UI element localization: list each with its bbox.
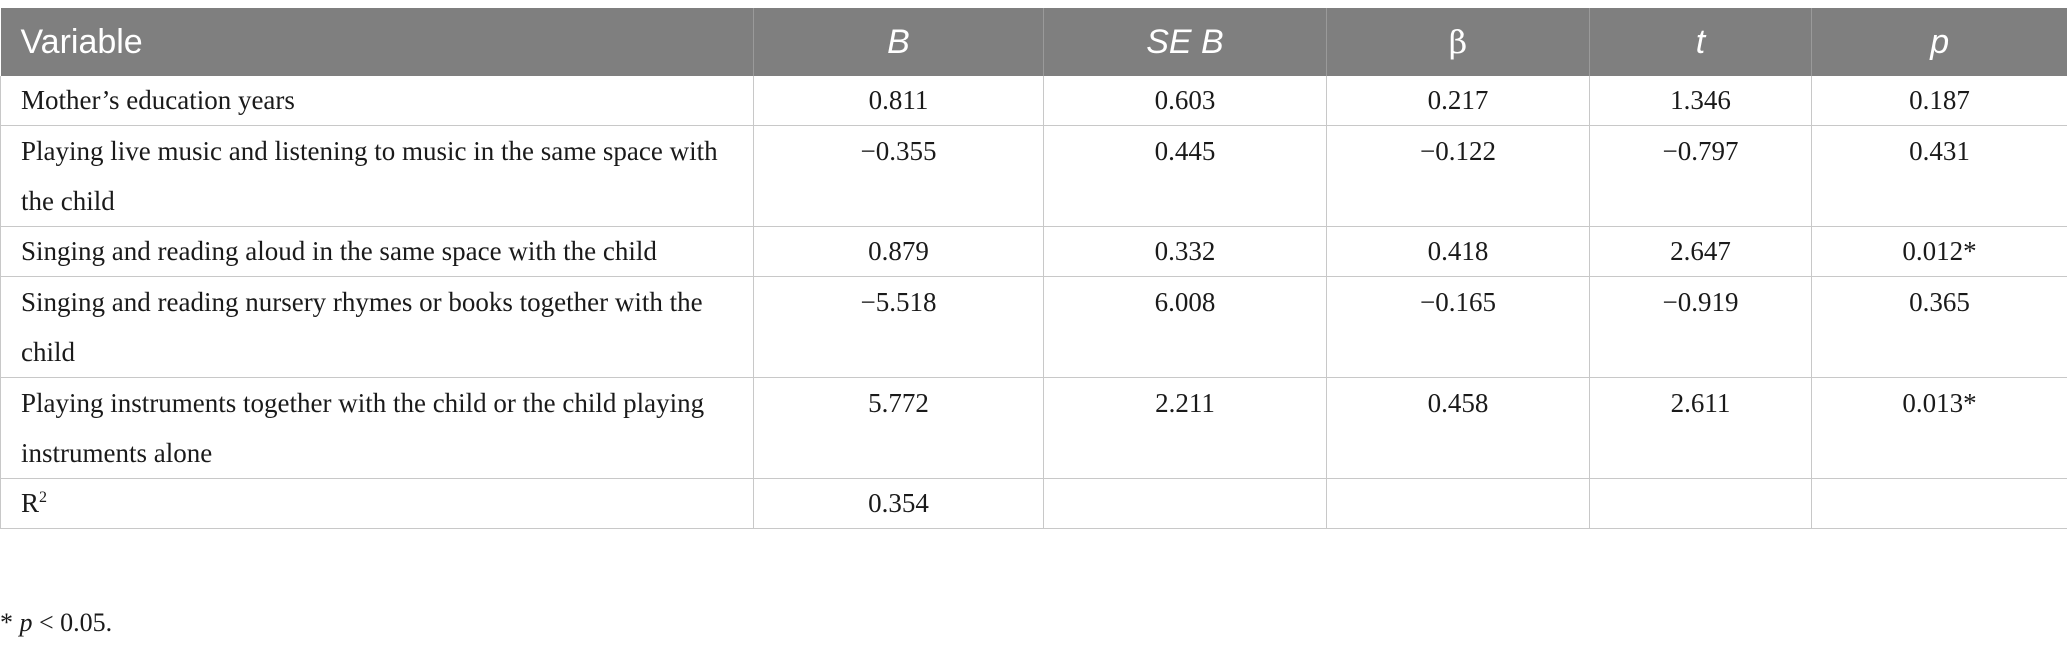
cell-p: 0.431 <box>1811 125 2067 227</box>
cell-beta: 0.458 <box>1326 377 1590 479</box>
cell-beta: 0.217 <box>1326 76 1590 126</box>
cell-empty <box>1043 478 1327 529</box>
header-b-label: B <box>887 22 910 61</box>
header-t: t <box>1589 8 1812 76</box>
cell-t: 1.346 <box>1589 76 1812 126</box>
cell-p: 0.365 <box>1811 276 2067 378</box>
cell-se-b: 0.332 <box>1043 226 1327 277</box>
cell-p: 0.013* <box>1811 377 2067 479</box>
table-row: Playing live music and listening to musi… <box>0 125 2067 227</box>
header-t-label: t <box>1695 22 1706 61</box>
cell-variable: Playing instruments together with the ch… <box>0 377 754 479</box>
cell-se-b: 6.008 <box>1043 276 1327 378</box>
regression-table: Variable B SE B β t p Mother’s education… <box>0 8 2067 529</box>
header-b: B <box>753 8 1044 76</box>
cell-variable: Singing and reading nursery rhymes or bo… <box>0 276 754 378</box>
cell-b: 5.772 <box>753 377 1044 479</box>
header-variable: Variable <box>0 8 754 76</box>
cell-t: 2.647 <box>1589 226 1812 277</box>
cell-variable: Singing and reading aloud in the same sp… <box>0 226 754 277</box>
cell-empty <box>1811 478 2067 529</box>
cell-r-squared-value: 0.354 <box>753 478 1044 529</box>
cell-t: −0.919 <box>1589 276 1812 378</box>
r-squared-superscript: 2 <box>39 489 48 506</box>
cell-beta: −0.165 <box>1326 276 1590 378</box>
cell-variable: Playing live music and listening to musi… <box>0 125 754 227</box>
cell-p: 0.012* <box>1811 226 2067 277</box>
table-footnote: * p < 0.05. <box>0 608 112 638</box>
cell-b: −0.355 <box>753 125 1044 227</box>
cell-t: 2.611 <box>1589 377 1812 479</box>
cell-p: 0.187 <box>1811 76 2067 126</box>
cell-b: 0.879 <box>753 226 1044 277</box>
cell-empty <box>1326 478 1590 529</box>
table-body: Mother’s education years 0.811 0.603 0.2… <box>0 76 2067 529</box>
cell-variable: Mother’s education years <box>0 76 754 126</box>
cell-r-squared-label: R2 <box>0 478 754 529</box>
cell-beta: −0.122 <box>1326 125 1590 227</box>
cell-empty <box>1589 478 1812 529</box>
cell-b: −5.518 <box>753 276 1044 378</box>
r-squared-row: R2 0.354 <box>0 478 2067 529</box>
cell-b: 0.811 <box>753 76 1044 126</box>
cell-se-b: 2.211 <box>1043 377 1327 479</box>
cell-beta: 0.418 <box>1326 226 1590 277</box>
header-se-b-label: SE B <box>1146 22 1224 61</box>
header-beta-label: β <box>1448 22 1468 61</box>
table-row: Playing instruments together with the ch… <box>0 377 2067 479</box>
cell-se-b: 0.603 <box>1043 76 1327 126</box>
footnote-p: p <box>19 608 33 637</box>
header-row: Variable B SE B β t p <box>0 8 2067 76</box>
regression-table-container: Variable B SE B β t p Mother’s education… <box>0 8 2067 529</box>
header-se-b: SE B <box>1043 8 1327 76</box>
table-header: Variable B SE B β t p <box>0 8 2067 76</box>
table-row: Mother’s education years 0.811 0.603 0.2… <box>0 76 2067 126</box>
table-row: Singing and reading nursery rhymes or bo… <box>0 276 2067 378</box>
footnote-star: * <box>0 608 20 637</box>
table-row: Singing and reading aloud in the same sp… <box>0 226 2067 277</box>
header-beta: β <box>1326 8 1590 76</box>
cell-t: −0.797 <box>1589 125 1812 227</box>
cell-se-b: 0.445 <box>1043 125 1327 227</box>
footnote-threshold: < 0.05. <box>32 608 113 637</box>
r-squared-label: R <box>21 488 40 518</box>
header-p: p <box>1811 8 2067 76</box>
header-p-label: p <box>1930 22 1950 61</box>
